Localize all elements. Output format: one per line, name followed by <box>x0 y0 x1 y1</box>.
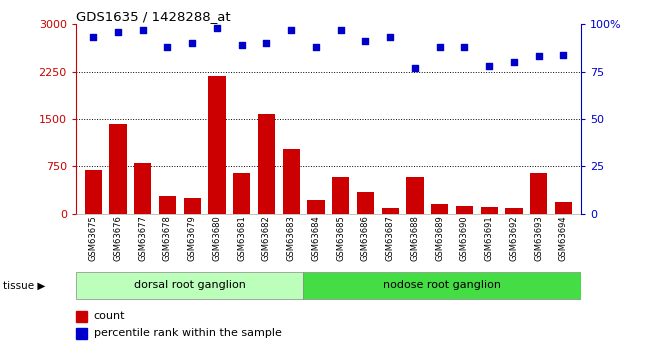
Point <box>509 59 519 65</box>
Point <box>410 65 420 70</box>
Bar <box>357 192 374 214</box>
Point <box>88 35 98 40</box>
Point <box>558 52 569 57</box>
Point <box>212 25 222 31</box>
Point <box>360 38 371 44</box>
Point <box>335 27 346 32</box>
Point <box>261 40 272 46</box>
FancyBboxPatch shape <box>303 272 581 299</box>
Bar <box>134 163 151 214</box>
Point <box>236 42 247 48</box>
Text: nodose root ganglion: nodose root ganglion <box>383 280 501 290</box>
Bar <box>431 204 448 214</box>
Point <box>162 44 173 50</box>
Bar <box>76 328 87 339</box>
Point <box>434 44 445 50</box>
Bar <box>456 206 473 214</box>
Point <box>385 35 395 40</box>
Bar <box>233 173 250 214</box>
Bar <box>209 76 226 214</box>
Bar <box>506 208 523 214</box>
Point <box>286 27 296 32</box>
Bar <box>159 196 176 214</box>
Bar <box>183 198 201 214</box>
Point <box>137 27 148 32</box>
FancyBboxPatch shape <box>76 272 303 299</box>
Text: GDS1635 / 1428288_at: GDS1635 / 1428288_at <box>76 10 230 23</box>
Point <box>484 63 494 69</box>
Point <box>311 44 321 50</box>
Text: count: count <box>94 311 125 321</box>
Point <box>533 53 544 59</box>
Point <box>187 40 197 46</box>
Bar <box>308 200 325 214</box>
Bar <box>555 202 572 214</box>
Bar <box>480 207 498 214</box>
Text: tissue ▶: tissue ▶ <box>3 280 46 290</box>
Bar <box>84 170 102 214</box>
Point <box>113 29 123 34</box>
Text: percentile rank within the sample: percentile rank within the sample <box>94 328 281 338</box>
Text: dorsal root ganglion: dorsal root ganglion <box>133 280 246 290</box>
Bar <box>381 208 399 214</box>
Bar <box>110 124 127 214</box>
Bar <box>76 310 87 322</box>
Point <box>459 44 470 50</box>
Bar <box>407 177 424 214</box>
Bar <box>530 173 547 214</box>
Bar <box>258 114 275 214</box>
Bar <box>332 177 349 214</box>
Bar <box>282 149 300 214</box>
